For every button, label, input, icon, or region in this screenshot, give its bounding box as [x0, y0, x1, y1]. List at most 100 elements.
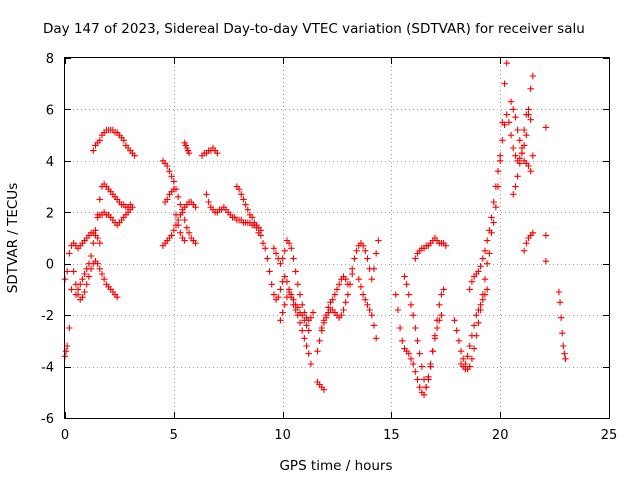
- data-point: [412, 368, 419, 375]
- data-point: [542, 257, 550, 265]
- data-point: [370, 322, 378, 329]
- data-point: [63, 342, 71, 350]
- y-tick-label: 6: [46, 103, 54, 118]
- data-point: [518, 144, 526, 152]
- data-point: [523, 131, 530, 139]
- data-point: [214, 149, 221, 157]
- data-point: [235, 185, 243, 193]
- data-point: [279, 309, 286, 316]
- data-point: [268, 281, 275, 288]
- x-tick-label: 0: [61, 428, 69, 443]
- data-point: [90, 239, 97, 247]
- data-point: [525, 106, 532, 113]
- series-t9: [181, 139, 193, 157]
- data-point: [66, 250, 73, 257]
- data-point: [96, 265, 104, 273]
- data-point: [460, 355, 467, 363]
- data-point: [453, 327, 460, 334]
- data-point: [277, 317, 284, 324]
- data-point: [416, 350, 423, 357]
- series-t13: [259, 239, 315, 368]
- data-point: [488, 229, 495, 237]
- data-point: [192, 239, 199, 247]
- data-point: [129, 203, 136, 211]
- series-t10: [198, 144, 221, 159]
- data-point: [407, 355, 415, 363]
- data-point: [92, 227, 99, 234]
- series-t14: [270, 237, 317, 324]
- data-point: [298, 311, 306, 319]
- data-point: [409, 311, 417, 319]
- data-point: [240, 196, 247, 203]
- data-point: [451, 317, 458, 324]
- data-point: [494, 167, 502, 175]
- x-axis-label: GPS time / hours: [279, 458, 392, 474]
- series-t12: [233, 183, 265, 239]
- data-point: [259, 239, 267, 247]
- y-tick-label: -4: [41, 361, 54, 376]
- data-point: [181, 216, 188, 224]
- series-t22: [401, 273, 447, 391]
- data-point: [281, 247, 288, 255]
- series-t4: [90, 126, 138, 159]
- data-point: [183, 224, 191, 231]
- data-point: [514, 173, 521, 180]
- data-point: [529, 72, 537, 80]
- data-point: [174, 193, 182, 201]
- series-t20: [355, 275, 380, 342]
- data-point: [429, 347, 436, 355]
- data-point: [475, 319, 482, 327]
- series-t25: [457, 250, 493, 373]
- data-point: [288, 291, 295, 298]
- data-point: [512, 152, 519, 159]
- data-point: [438, 291, 445, 298]
- data-point: [251, 219, 258, 226]
- data-point: [174, 221, 182, 229]
- data-point: [372, 250, 380, 257]
- data-point: [272, 250, 280, 257]
- x-tick-label: 25: [601, 428, 618, 443]
- data-point: [483, 237, 491, 244]
- series-t24: [451, 286, 491, 368]
- data-point: [464, 353, 471, 360]
- data-point: [164, 162, 171, 170]
- series-t16: [314, 378, 328, 393]
- data-point: [414, 376, 421, 383]
- data-point: [172, 211, 180, 219]
- data-point: [510, 106, 517, 113]
- data-point: [492, 203, 500, 211]
- data-point: [307, 360, 315, 368]
- data-point: [81, 270, 88, 278]
- data-point: [320, 317, 328, 324]
- data-point: [355, 275, 362, 283]
- data-point: [301, 335, 308, 342]
- data-point: [166, 167, 173, 175]
- data-point: [514, 126, 521, 134]
- data-point: [527, 116, 534, 123]
- x-tick-label: 15: [383, 428, 400, 443]
- data-point: [362, 296, 369, 303]
- y-tick-label: 4: [46, 155, 54, 170]
- data-point: [85, 273, 93, 280]
- data-point: [368, 311, 376, 319]
- data-point: [290, 296, 297, 303]
- data-point: [366, 306, 373, 314]
- data-point: [473, 332, 480, 339]
- data-point: [527, 85, 534, 93]
- data-point: [470, 322, 478, 329]
- y-axis-label: SDTVAR / TECUs: [5, 183, 21, 293]
- data-point: [490, 219, 497, 226]
- data-point: [466, 363, 473, 370]
- data-point: [170, 227, 177, 234]
- data-point: [516, 160, 523, 167]
- series-t5: [94, 203, 136, 229]
- series-t19: [349, 237, 382, 283]
- series-t7: [159, 198, 199, 249]
- data-point: [277, 260, 284, 267]
- data-point: [277, 286, 284, 293]
- data-point: [100, 275, 108, 283]
- data-point: [83, 265, 90, 273]
- data-point: [316, 337, 323, 345]
- data-point: [351, 255, 358, 262]
- data-point: [499, 137, 506, 144]
